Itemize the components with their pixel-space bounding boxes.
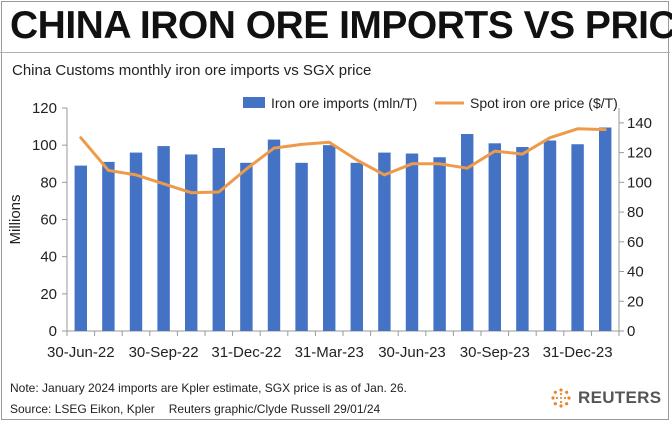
page-title: CHINA IRON ORE IMPORTS VS PRICE xyxy=(10,4,672,47)
y-tick-label-right: 100 xyxy=(627,174,652,191)
source-line: Source: LSEG Eikon, Kpler Reuters graphic… xyxy=(10,402,380,416)
source-text: Source: LSEG Eikon, Kpler xyxy=(10,402,155,416)
legend-layer: Iron ore imports (mln/T) Spot iron ore pr… xyxy=(243,95,618,111)
bar-imports xyxy=(212,147,226,331)
x-tick-label: 30-Sep-22 xyxy=(129,344,199,361)
y-tick-label-left: 40 xyxy=(40,249,57,266)
bar-series-layer xyxy=(74,127,612,331)
y-tick-label-right: 20 xyxy=(627,293,644,310)
bar-imports xyxy=(184,154,198,331)
y-axis-title: Millions xyxy=(7,194,24,244)
bar-imports xyxy=(460,134,474,331)
bar-imports xyxy=(74,165,88,331)
y-tick-label-right: 40 xyxy=(627,264,644,281)
bar-imports xyxy=(129,152,143,331)
bar-imports xyxy=(350,162,364,331)
legend-swatch-imports xyxy=(243,97,265,108)
legend-label-imports: Iron ore imports (mln/T) xyxy=(271,95,417,111)
y-tick-label-right: 120 xyxy=(627,145,652,162)
x-tick-label: 31-Mar-23 xyxy=(295,344,364,361)
legend-label-price: Spot iron ore price ($/T) xyxy=(470,95,618,111)
x-tick-label: 30-Jun-23 xyxy=(378,344,446,361)
line-spot-price xyxy=(79,127,607,195)
y-tick-label-right: 80 xyxy=(627,204,644,221)
bar-imports xyxy=(157,146,170,331)
bar-imports xyxy=(571,144,584,331)
x-tick-label: 31-Dec-23 xyxy=(543,344,613,361)
y-tick-label-right: 60 xyxy=(627,234,644,251)
y-tick-label-left: 60 xyxy=(40,212,57,229)
y-tick-label-right: 140 xyxy=(627,115,652,132)
reuters-logo-icon xyxy=(551,388,571,408)
bar-imports xyxy=(433,157,446,331)
bar-imports xyxy=(267,139,281,331)
y-tick-label-left: 120 xyxy=(32,100,57,117)
reuters-logo-text: REUTERS xyxy=(578,388,662,407)
x-tick-label: 30-Sep-23 xyxy=(460,344,530,361)
bar-imports xyxy=(102,161,115,331)
bar-imports xyxy=(543,140,557,331)
bar-imports xyxy=(378,152,391,331)
y-tick-label-left: 80 xyxy=(40,174,57,191)
bar-imports xyxy=(295,162,308,331)
bar-imports xyxy=(598,127,612,331)
graphic-credit: Reuters graphic/Clyde Russell 29/01/24 xyxy=(168,402,381,416)
title-divider xyxy=(0,52,670,53)
reuters-logo: REUTERS xyxy=(550,387,661,409)
bar-imports xyxy=(488,143,502,331)
line-series-layer xyxy=(79,127,607,195)
bar-imports xyxy=(322,145,336,331)
chart-subtitle: China Customs monthly iron ore imports v… xyxy=(12,62,372,79)
x-tick-label: 31-Dec-22 xyxy=(211,344,281,361)
y-tick-label-left: 20 xyxy=(40,286,57,303)
bar-imports xyxy=(516,147,529,331)
y-tick-label-left: 100 xyxy=(32,137,57,154)
bar-imports xyxy=(405,153,419,331)
footnote: Note: January 2024 imports are Kpler est… xyxy=(10,381,407,395)
y-tick-label-right: 0 xyxy=(627,323,635,340)
x-tick-label: 30-Jun-22 xyxy=(47,344,115,361)
y-tick-label-left: 0 xyxy=(49,323,57,340)
tick-label-layer: 0 20 40 60 80 100 120 0 20 40 60 80 100 120 140 30-Jun-… xyxy=(7,100,652,361)
bar-imports xyxy=(240,162,253,331)
